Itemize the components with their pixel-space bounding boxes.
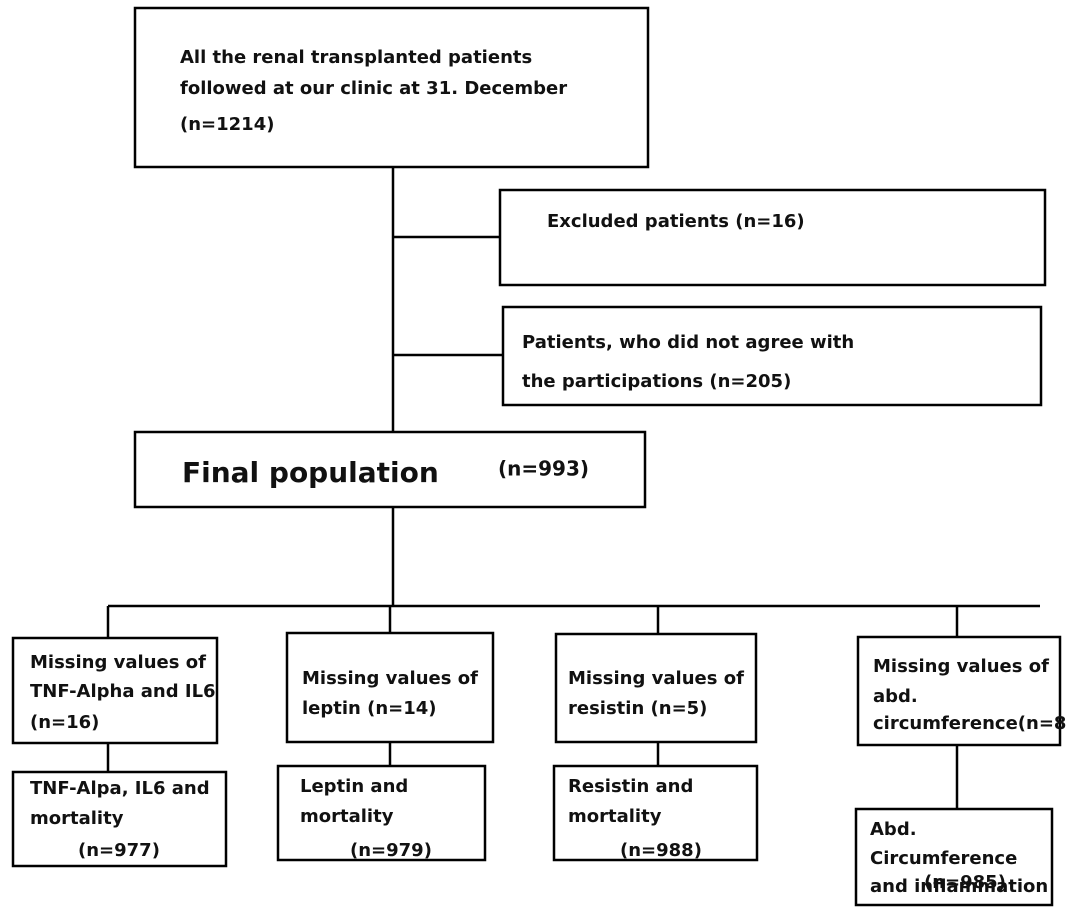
node-text: the participations (n=205)	[522, 371, 791, 392]
labels: All the renal transplanted patients follo…	[30, 47, 1067, 897]
node-text: circumference(n=8)	[873, 713, 1067, 734]
node-text: Resistin and	[568, 776, 693, 797]
node-text: Missing values of	[873, 656, 1049, 677]
node-text: All the renal transplanted patients	[180, 47, 532, 68]
node-text: TNF-Alpha and IL6	[30, 681, 216, 702]
node-text: Missing values of	[302, 668, 478, 689]
node-text: leptin (n=14)	[302, 698, 437, 719]
node-text: Missing values of	[30, 652, 206, 673]
node-text: (n=985)	[924, 872, 1006, 893]
node-text: (n=993)	[498, 457, 589, 481]
node-text: mortality	[30, 808, 124, 829]
node-text: (n=16)	[30, 712, 99, 733]
node-text: Circumference	[870, 848, 1017, 869]
node-text: Excluded patients (n=16)	[547, 211, 805, 232]
node-text: Final population	[182, 456, 439, 489]
node-text: Missing values of	[568, 668, 744, 689]
node-text: mortality	[568, 806, 662, 827]
connectors	[106, 167, 1040, 809]
node-text: (n=1214)	[180, 114, 274, 135]
node-text: Patients, who did not agree with	[522, 332, 854, 353]
node-text: (n=977)	[78, 840, 160, 861]
boxes	[11, 6, 1062, 907]
node-text: abd.	[873, 686, 918, 707]
node-text: and inflammation	[870, 876, 1048, 897]
node-text: TNF-Alpa, IL6 and	[30, 778, 210, 799]
node-text: Leptin and	[300, 776, 408, 797]
node-text: followed at our clinic at 31. December	[180, 78, 567, 99]
node-text: mortality	[300, 806, 394, 827]
node-text: Abd.	[870, 819, 917, 840]
node-text: resistin (n=5)	[568, 698, 707, 719]
node-text: (n=979)	[350, 840, 432, 861]
node-text: (n=988)	[620, 840, 702, 861]
